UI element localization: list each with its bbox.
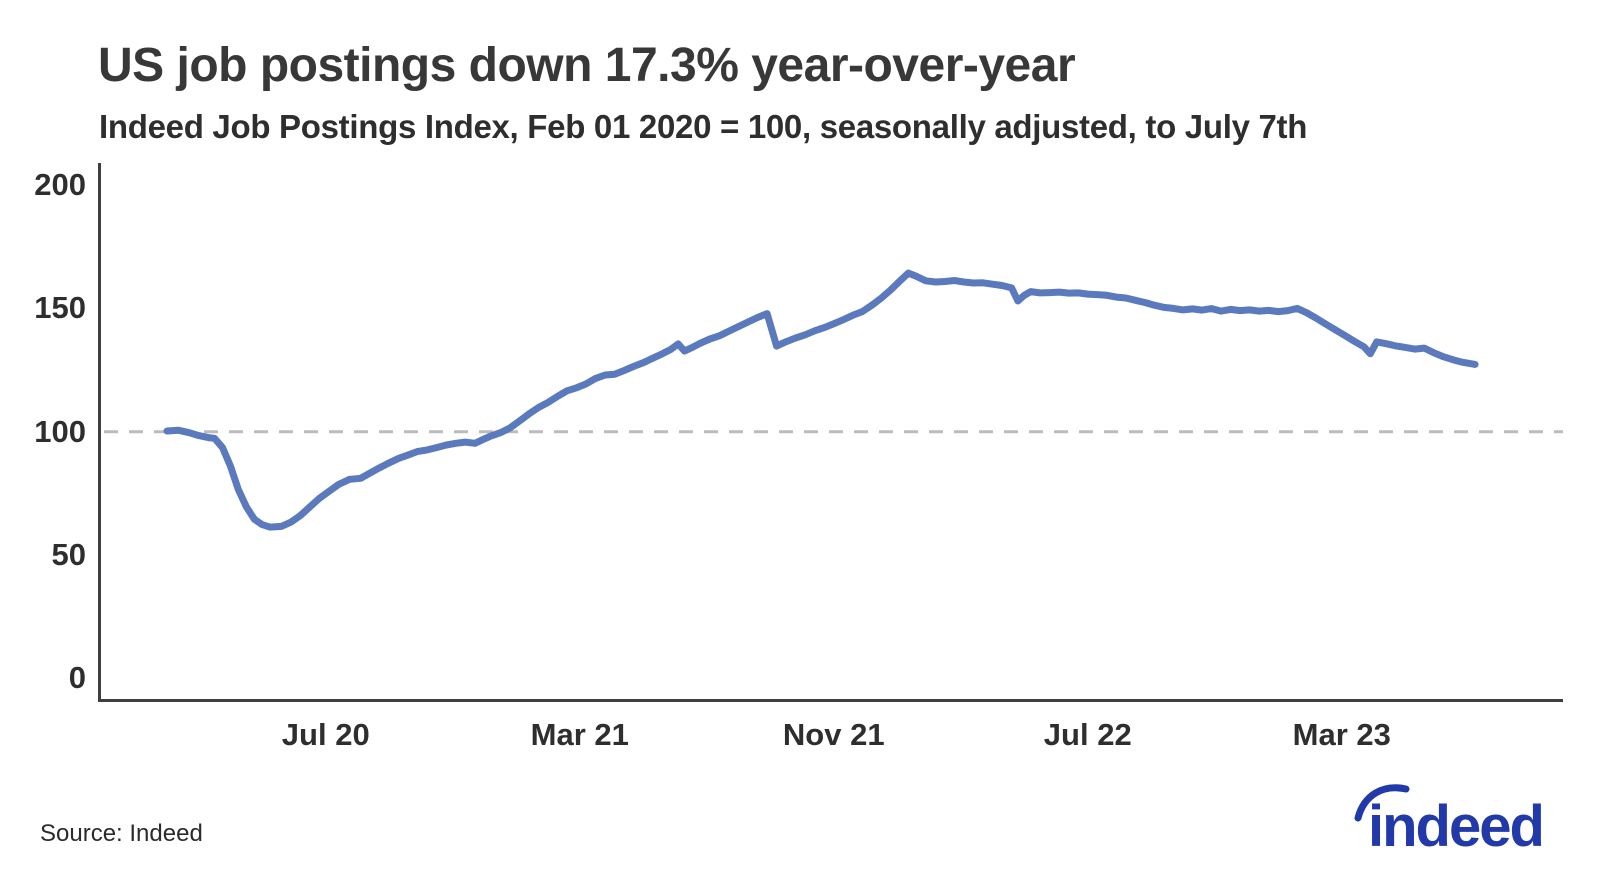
indeed-logo-swoosh-icon	[1354, 784, 1410, 822]
indeed-logo: indeed	[1354, 784, 1545, 856]
indeed-logo-text: indeed	[1368, 794, 1543, 856]
job-postings-index-line	[163, 269, 1479, 531]
x-tick-label-jul-20: Jul 20	[281, 717, 370, 752]
y-tick-label-200: 200	[34, 167, 86, 203]
x-tick-label-jul-22: Jul 22	[1043, 717, 1132, 752]
y-tick-label-50: 50	[51, 537, 86, 572]
chart-title: US job postings down 17.3% year-over-yea…	[98, 39, 1076, 92]
source-note: Source: Indeed	[40, 820, 203, 847]
x-tick-label-nov-21: Nov 21	[782, 717, 885, 752]
x-tick-label-mar-23: Mar 23	[1292, 717, 1391, 752]
y-tick-label-150: 150	[34, 290, 86, 326]
x-tick-label-mar-21: Mar 21	[530, 717, 629, 752]
y-tick-label-100: 100	[34, 413, 86, 449]
y-tick-label-0: 0	[68, 660, 86, 696]
chart-subtitle: Indeed Job Postings Index, Feb 01 2020 =…	[99, 108, 1308, 145]
